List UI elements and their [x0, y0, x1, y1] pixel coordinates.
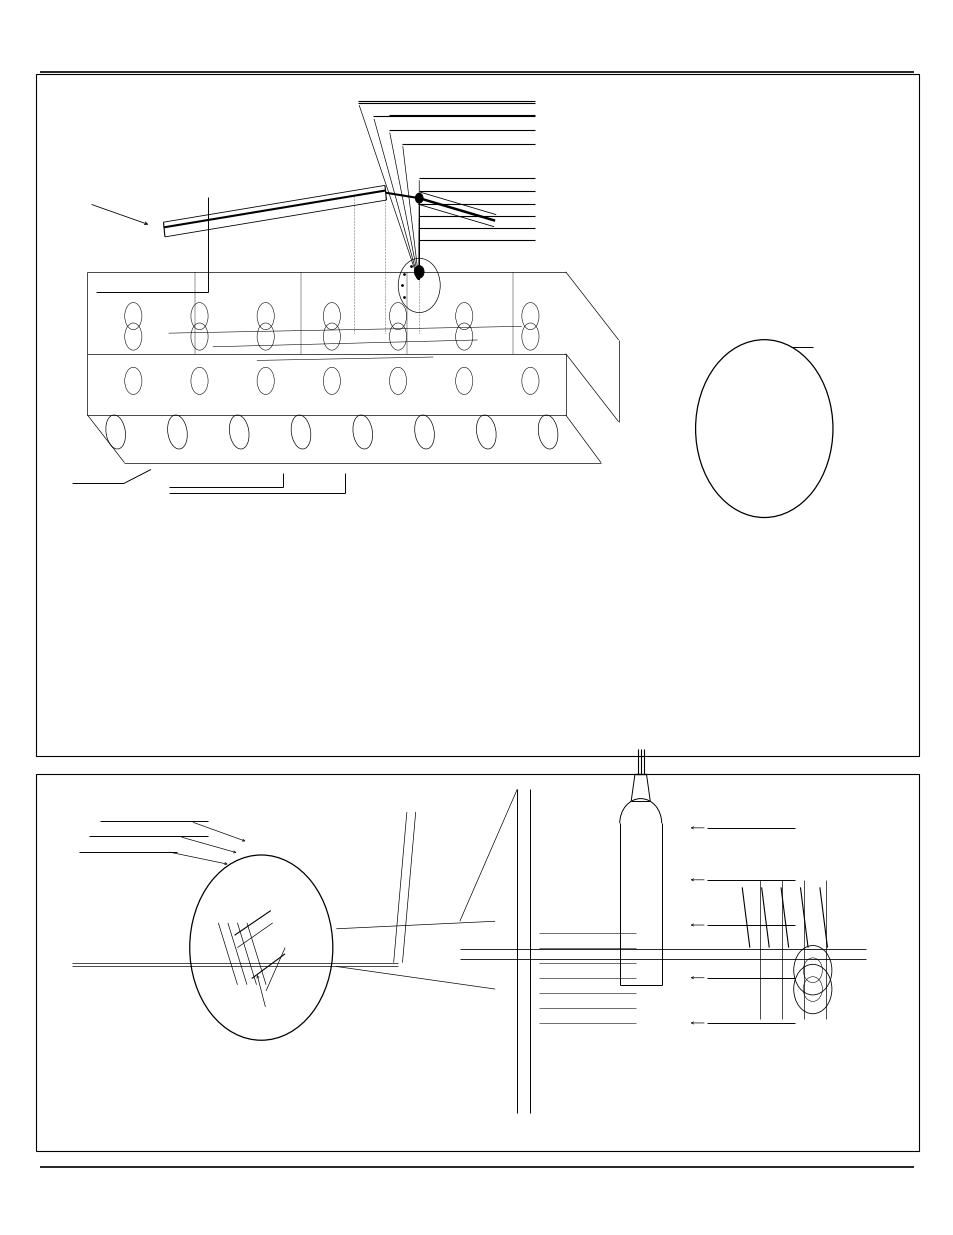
Circle shape: [415, 193, 422, 203]
Bar: [36, 74, 918, 756]
Circle shape: [414, 266, 423, 278]
Circle shape: [695, 340, 832, 517]
Bar: [36, 774, 918, 1151]
Circle shape: [190, 855, 333, 1040]
